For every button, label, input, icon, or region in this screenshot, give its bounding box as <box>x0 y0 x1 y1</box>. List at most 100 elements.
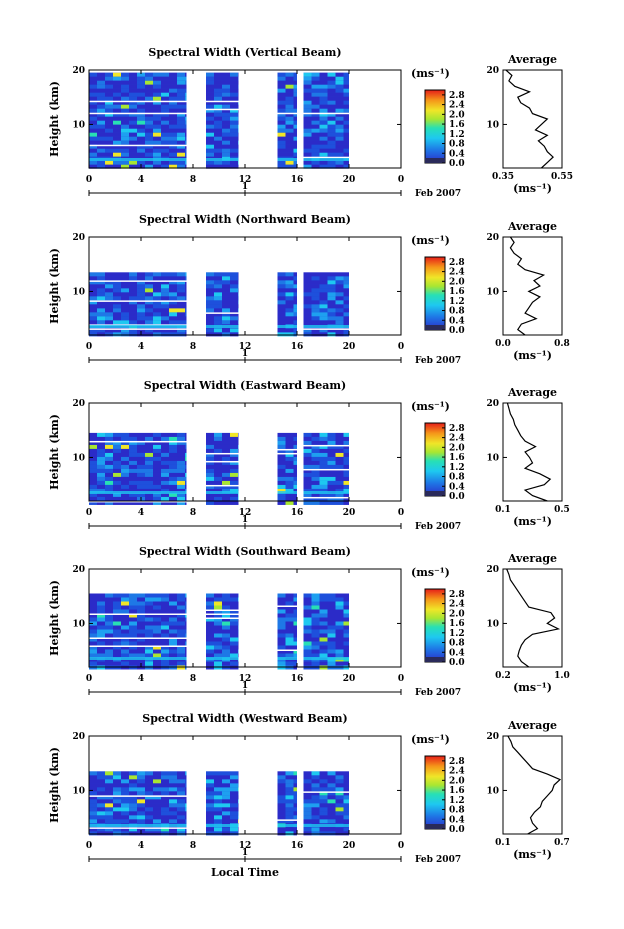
heatmap-cell <box>311 128 320 133</box>
heatmap-cell <box>161 132 169 137</box>
heatmap-cell <box>327 488 336 493</box>
heatmap-cell <box>293 476 297 481</box>
heatmap-cell <box>169 500 177 505</box>
heatmap-cell <box>319 328 328 333</box>
heatmap-cell <box>113 645 121 650</box>
heatmap-cell <box>153 124 161 129</box>
heatmap-cell <box>327 108 336 113</box>
heatmap-cell <box>89 296 97 301</box>
heatmap-cell <box>303 308 312 313</box>
heatmap-cell <box>153 597 161 602</box>
heatmap-cell <box>169 464 177 469</box>
heatmap-cell <box>206 476 214 481</box>
heatmap-cell <box>89 436 97 441</box>
heatmap-cell <box>113 304 121 309</box>
heatmap-cell <box>177 775 185 780</box>
heatmap-cell <box>177 320 185 325</box>
heatmap-cell <box>335 633 344 638</box>
heatmap-cell <box>311 144 320 149</box>
heatmap-cell <box>327 637 336 642</box>
heatmap-cell <box>153 116 161 121</box>
heatmap-cell <box>293 593 297 598</box>
heatmap-cell <box>97 488 105 493</box>
heatmap-cell <box>97 468 105 473</box>
heatmap-cell <box>153 76 161 81</box>
heatmap-cell <box>327 124 336 129</box>
heatmap-cell <box>89 132 97 137</box>
heatmap-cell <box>319 601 328 606</box>
heatmap-cell <box>214 803 222 808</box>
heatmap-cell <box>137 771 145 776</box>
heatmap-cell <box>145 819 153 824</box>
heatmap-cell <box>303 144 312 149</box>
heatmap-cell <box>121 831 129 836</box>
heatmap-cell <box>285 308 294 313</box>
heatmap-cell <box>303 160 312 165</box>
heatmap-cell <box>303 811 312 816</box>
heatmap-cell <box>129 96 137 101</box>
heatmap-cell <box>169 300 177 305</box>
heatmap-cell <box>327 300 336 305</box>
heatmap-cell <box>137 783 145 788</box>
heatmap-cell <box>185 432 187 437</box>
heatmap-cell <box>177 452 185 457</box>
average-y-tick-label: 10 <box>486 619 499 629</box>
heatmap-cell <box>105 128 113 133</box>
heatmap-cell <box>327 601 336 606</box>
heatmap-cell <box>161 476 169 481</box>
heatmap-cell <box>145 432 153 437</box>
heatmap-cell <box>335 601 344 606</box>
heatmap-cell <box>113 480 121 485</box>
heatmap-cell <box>161 104 169 109</box>
heatmap-cell <box>222 795 230 800</box>
heatmap-cell <box>121 783 129 788</box>
heatmap-cell <box>153 617 161 622</box>
heatmap-cell <box>89 444 97 449</box>
heatmap-cell <box>214 601 222 606</box>
heatmap-cell <box>105 432 113 437</box>
heatmap-cell <box>161 633 169 638</box>
heatmap-cell <box>335 827 344 832</box>
heatmap-cell <box>185 144 187 149</box>
heatmap-cell <box>303 819 312 824</box>
heatmap-cell <box>97 112 105 117</box>
heatmap-cell <box>335 464 344 469</box>
heatmap-cell <box>311 92 320 97</box>
heatmap-cell <box>293 633 297 638</box>
heatmap-cell <box>129 148 137 153</box>
heatmap-cell <box>230 316 238 321</box>
heatmap-cell <box>335 80 344 85</box>
panel-4: Spectral Width (Westward Beam)0 4 8 12 16 20 0… <box>48 712 570 879</box>
heatmap-cell <box>169 96 177 101</box>
heatmap-cell <box>311 76 320 81</box>
heatmap-cell <box>222 649 230 654</box>
heatmap-cell <box>285 653 294 658</box>
heatmap-cell <box>153 496 161 501</box>
heatmap-cell <box>177 436 185 441</box>
heatmap-cell <box>311 468 320 473</box>
heatmap-cell <box>230 76 238 81</box>
heatmap-cell <box>89 601 97 606</box>
colorbar-tick-label: 1.2 <box>449 130 465 140</box>
heatmap-cell <box>177 332 185 337</box>
heatmap-cell <box>105 827 113 832</box>
heatmap-cell <box>277 296 286 301</box>
heatmap-cell <box>97 72 105 77</box>
heatmap-cell <box>206 645 214 650</box>
heatmap-cell <box>303 456 312 461</box>
heatmap-cell <box>238 633 239 638</box>
heatmap-cell <box>185 633 187 638</box>
heatmap-cell <box>303 276 312 281</box>
heatmap-cell <box>161 787 169 792</box>
heatmap-cell <box>335 296 344 301</box>
heatmap-cell <box>97 148 105 153</box>
heatmap-cell <box>169 649 177 654</box>
heatmap-cell <box>303 488 312 493</box>
heatmap-cell <box>293 484 297 489</box>
heatmap-cell <box>206 593 214 598</box>
heatmap-cell <box>285 593 294 598</box>
heatmap-cell <box>121 775 129 780</box>
heatmap-cell <box>238 128 239 133</box>
heatmap-cell <box>161 452 169 457</box>
heatmap-cell <box>214 132 222 137</box>
